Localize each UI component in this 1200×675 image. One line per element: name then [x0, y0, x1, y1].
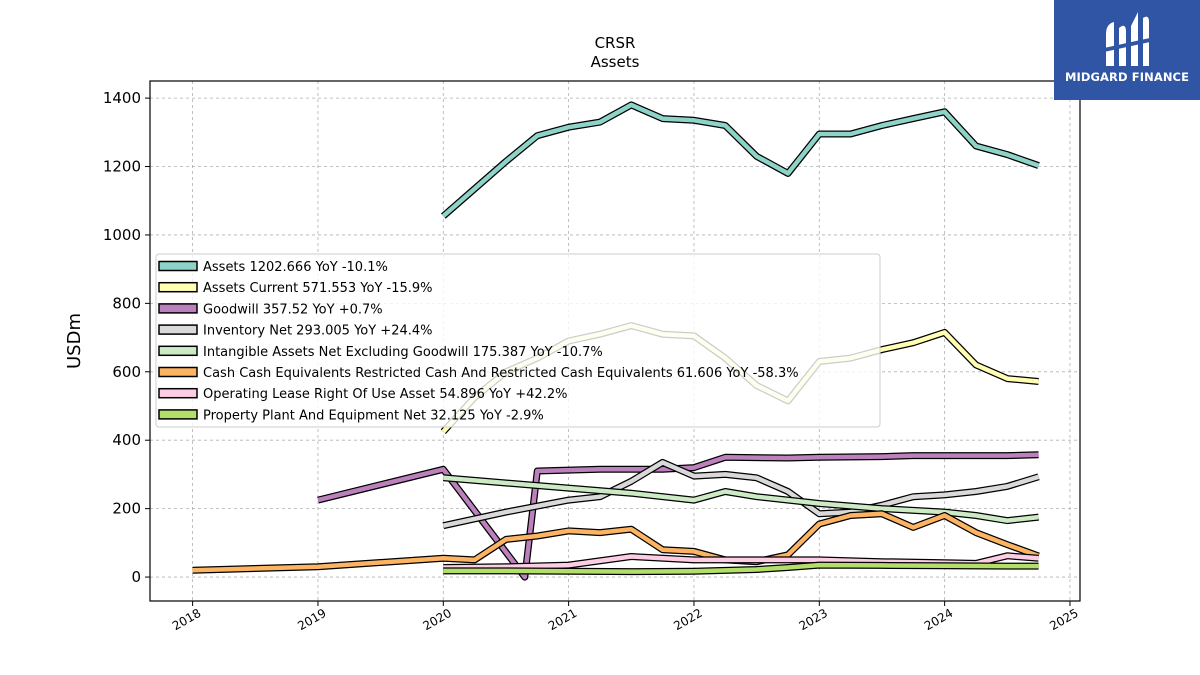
- series-line: [441, 102, 1040, 218]
- x-tick-label: 2023: [797, 606, 830, 633]
- series-intangible-assets-net-excluding-goodwill: [443, 474, 1039, 525]
- y-tick-label: 400: [112, 431, 141, 449]
- legend-item: Intangible Assets Net Excluding Goodwill…: [158, 345, 603, 360]
- y-tick-label: 1000: [103, 226, 141, 244]
- legend-item: Operating Lease Right Of Use Asset 54.89…: [158, 387, 567, 402]
- series-line: [192, 511, 1040, 573]
- chart-subtitle: Assets: [591, 53, 640, 71]
- legend-label: Inventory Net 293.005 YoY +24.4%: [203, 324, 433, 339]
- series-line: [442, 460, 1040, 528]
- y-tick-label: 0: [131, 568, 141, 586]
- legend-item: Cash Cash Equivalents Restricted Cash An…: [158, 366, 799, 381]
- series-line: [443, 553, 1039, 570]
- x-tick-label: 2021: [546, 606, 579, 633]
- legend-swatch: [158, 281, 198, 293]
- legend-box: [155, 253, 881, 428]
- series-line: [443, 475, 1039, 523]
- legend-item: Inventory Net 293.005 YoY +24.4%: [158, 324, 433, 339]
- y-axis-ticks: 0 200 400 600 800 1000 1200 1400: [103, 89, 150, 586]
- y-tick-label: 800: [112, 294, 141, 312]
- legend-swatch: [158, 303, 198, 314]
- brand-logo: MIDGARD FINANCE: [1054, 0, 1200, 100]
- x-tick-label: 2022: [671, 606, 704, 633]
- series-property-plant-and-equipment-net: [443, 561, 1039, 576]
- legend-swatch: [158, 345, 198, 357]
- midgard-mark-icon: [1104, 12, 1150, 66]
- legend-label: Assets 1202.666 YoY -10.1%: [203, 260, 388, 275]
- chart-title: CRSR: [595, 34, 636, 52]
- series-line: [317, 452, 1039, 580]
- legend-label: Operating Lease Right Of Use Asset 54.89…: [203, 387, 567, 402]
- y-axis-label: USDm: [64, 313, 85, 369]
- legend-label: Intangible Assets Net Excluding Goodwill…: [203, 345, 603, 360]
- legend-label: Property Plant And Equipment Net 32.125 …: [203, 408, 544, 423]
- y-tick-label: 1200: [103, 158, 141, 176]
- axes: [149, 80, 1081, 602]
- x-axis-ticks: 2018 2019 2020 2021 2022 2023 2024 2025: [170, 601, 1081, 633]
- series-assets: [440, 101, 1040, 219]
- series-operating-lease-right-of-use-asset: [443, 552, 1039, 571]
- series-cash-cash-equivalents-restricted-cash-and-restricted-cash-equivalents: [192, 510, 1040, 574]
- y-tick-label: 200: [112, 500, 141, 518]
- series-inventory-net: [442, 458, 1040, 530]
- series-lines: [192, 101, 1040, 581]
- legend-item: Goodwill 357.52 YoY +0.7%: [158, 302, 383, 317]
- legend-swatch: [158, 366, 198, 378]
- series-line: [443, 562, 1039, 574]
- x-tick-label: 2018: [170, 606, 203, 633]
- legend-label: Cash Cash Equivalents Restricted Cash An…: [203, 366, 799, 381]
- series-goodwill: [317, 451, 1039, 581]
- legend-item: Assets 1202.666 YoY -10.1%: [158, 260, 388, 275]
- legend-label: Assets Current 571.553 YoY -15.9%: [203, 281, 433, 296]
- y-tick-label: 1400: [103, 89, 141, 107]
- brand-name: MIDGARD FINANCE: [1064, 70, 1190, 84]
- series-line-outline: [440, 101, 1040, 219]
- legend-swatch: [158, 387, 198, 399]
- legend-item: Assets Current 571.553 YoY -15.9%: [158, 281, 433, 296]
- y-tick-label: 600: [112, 363, 141, 381]
- x-tick-label: 2025: [1047, 606, 1080, 633]
- legend-swatch: [158, 409, 198, 420]
- x-tick-label: 2019: [295, 606, 328, 633]
- legend-item: Property Plant And Equipment Net 32.125 …: [158, 408, 544, 423]
- x-tick-label: 2020: [421, 606, 454, 633]
- legend-label: Goodwill 357.52 YoY +0.7%: [203, 302, 383, 317]
- legend-swatch: [158, 324, 198, 335]
- x-tick-label: 2024: [922, 606, 955, 633]
- legend-swatch: [158, 260, 198, 272]
- plot-frame: [149, 80, 1081, 602]
- legend: Assets 1202.666 YoY -10.1% Assets Current…: [155, 253, 881, 428]
